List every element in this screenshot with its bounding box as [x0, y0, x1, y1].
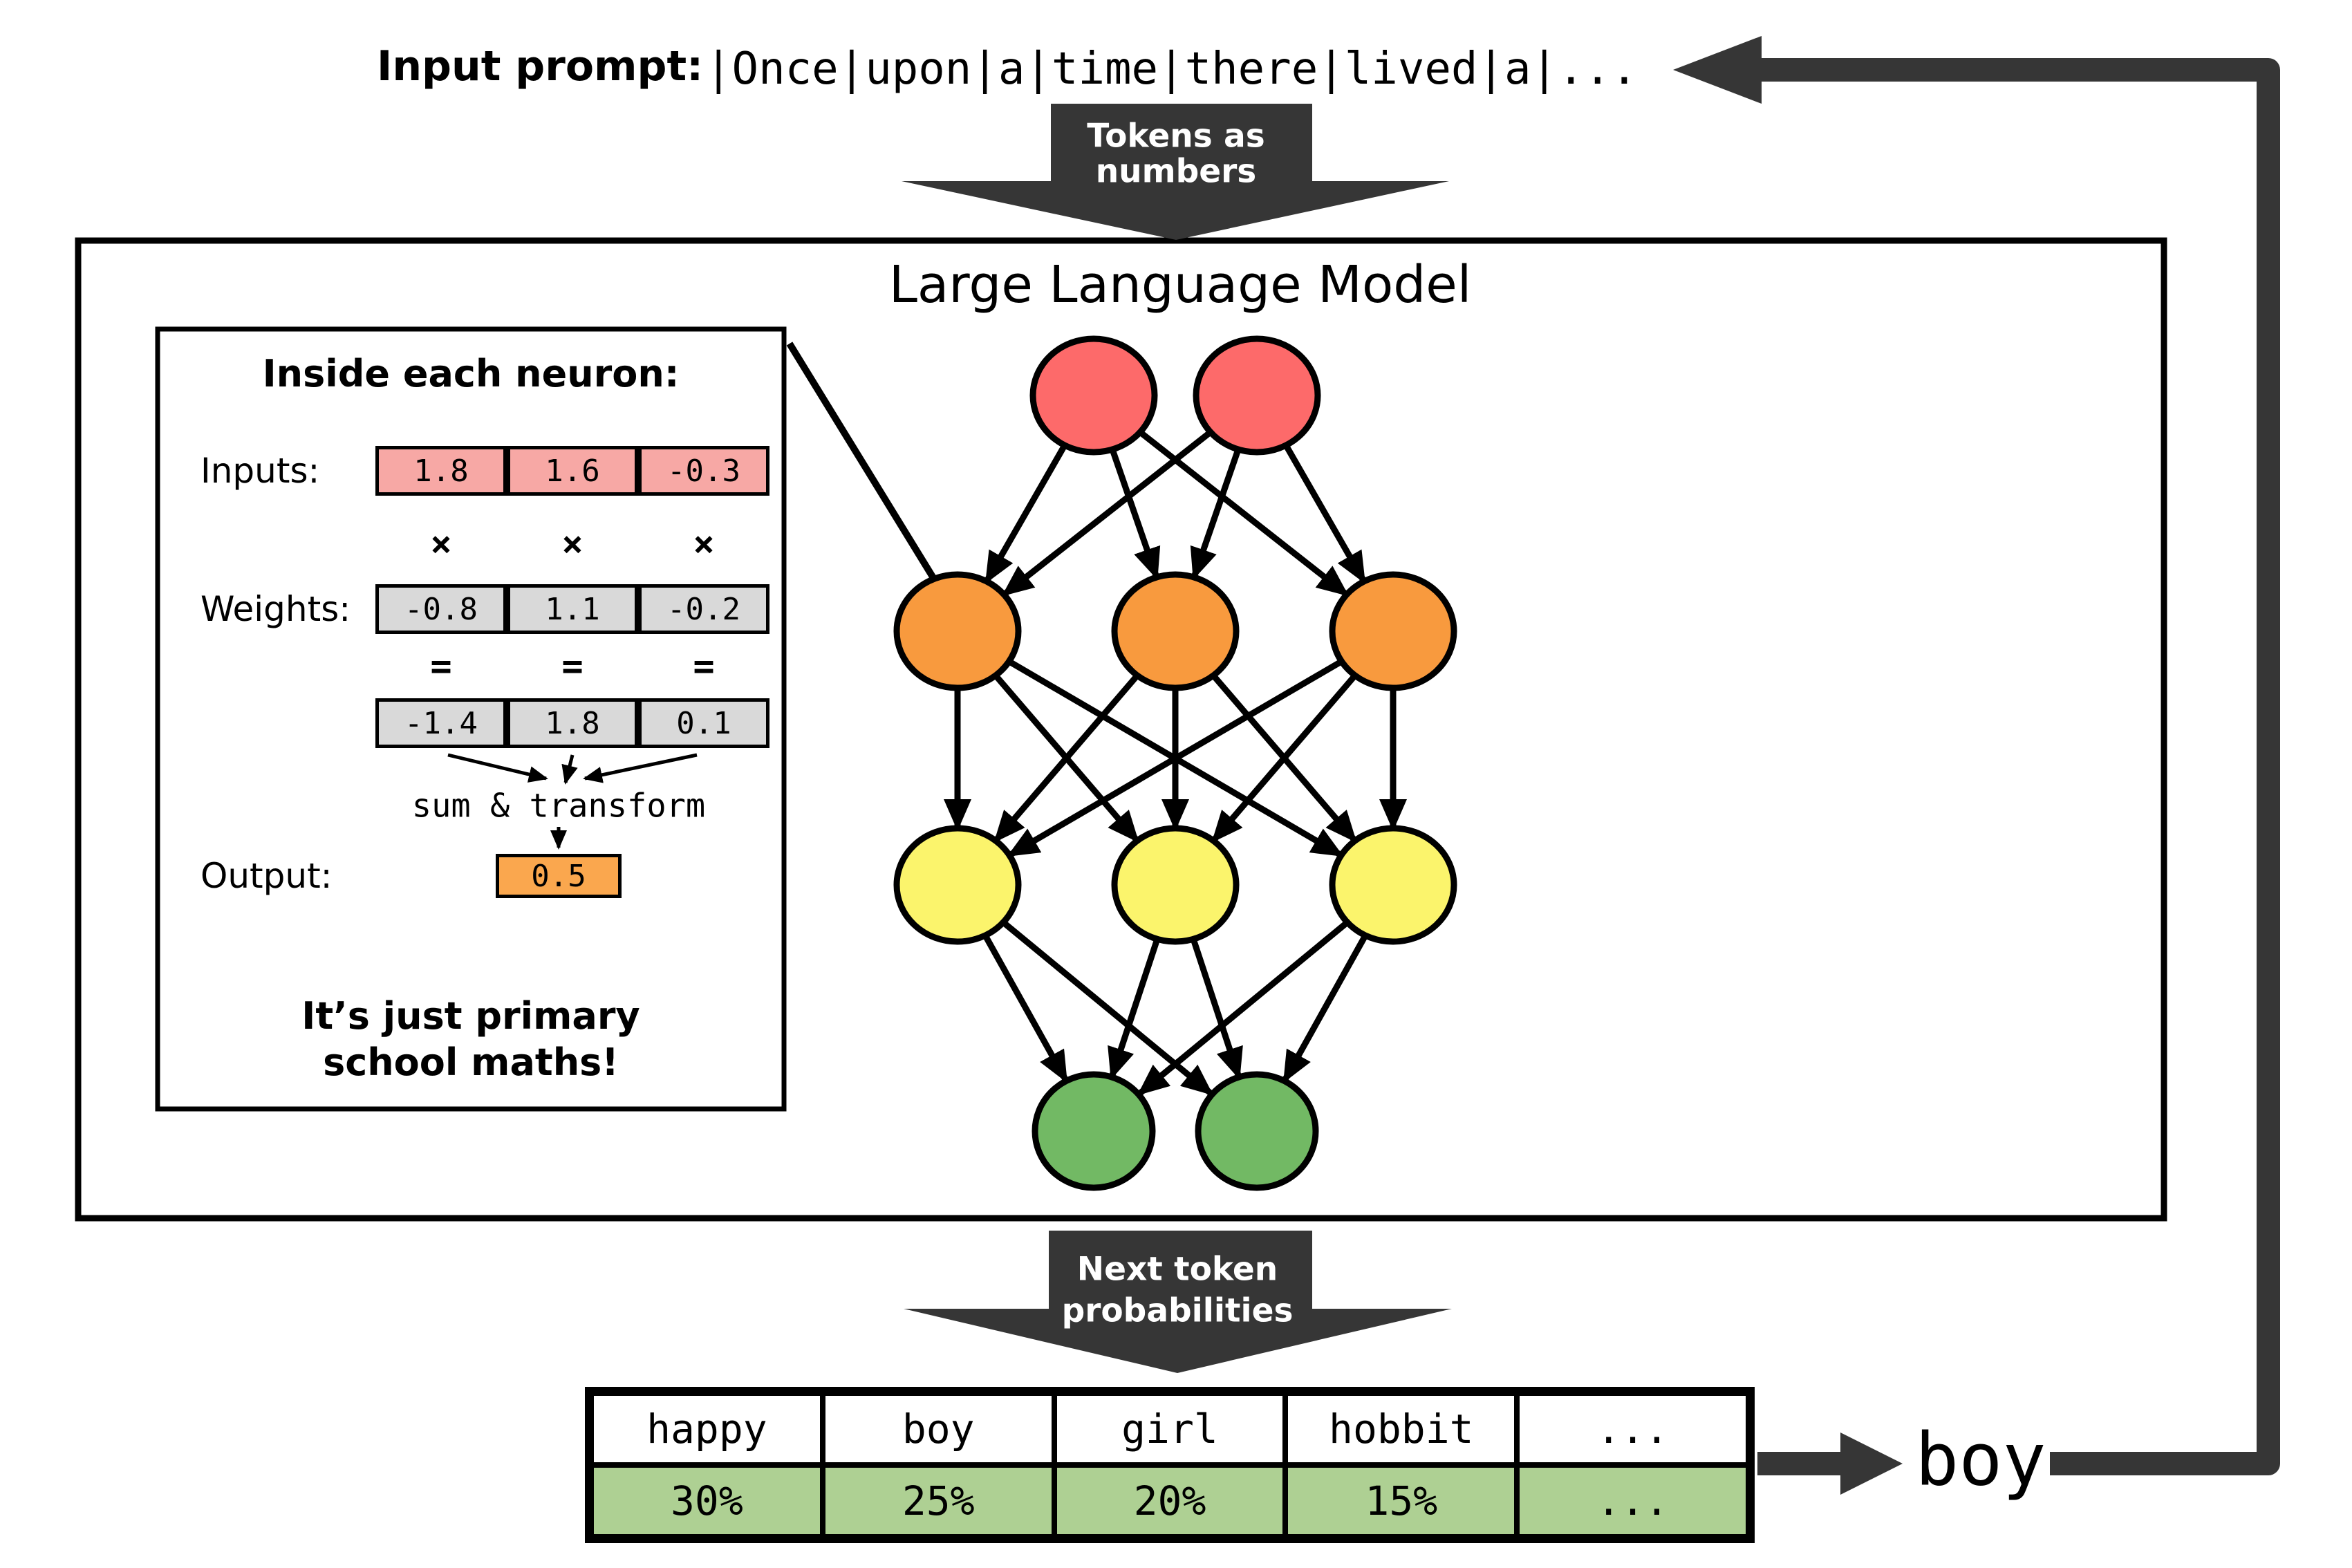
edge: [1282, 933, 1368, 1083]
prob-table-token-cell-1: happy: [591, 1393, 823, 1465]
edge: [1190, 937, 1243, 1080]
edges-hidden1-to-hidden2: [944, 659, 1407, 858]
input-prompt-tokens: |Once|upon|a|time|there|lived|a|...: [705, 44, 1638, 95]
next-token-probabilities-arrow: [904, 1231, 1452, 1373]
product-arrow-2: [561, 754, 578, 785]
tokens-as-numbers-arrow: [902, 104, 1449, 240]
predicted-token-arrowhead-icon: [1840, 1432, 1903, 1495]
hidden2-neuron-2: [1111, 825, 1240, 945]
product-arrow-3: [583, 753, 698, 783]
prob-table-prob-cell-5: ...: [1517, 1465, 1748, 1537]
llm-layer-output: [1032, 1071, 1319, 1191]
weight-value-cell-1: -0.8: [375, 584, 507, 634]
inset-footer-line1: It’s just primary: [301, 994, 640, 1038]
predicted-token: boy: [1915, 1417, 2046, 1502]
prob-table-token-cell-3: girl: [1054, 1393, 1286, 1465]
edges-hidden2-to-output: [982, 920, 1368, 1096]
llm-layer-input: [1029, 335, 1321, 456]
prob-table-prob-cell-1: 30%: [591, 1465, 823, 1537]
edge: [1109, 448, 1161, 580]
feedback-loop-path: [1760, 58, 2280, 1475]
inset-sum-arrows: [447, 753, 698, 850]
input-neuron-1: [1029, 335, 1158, 456]
probability-table: happy boy girl hobbit ... 30% 25% 20% 15…: [585, 1387, 1755, 1543]
sum-transform-label: sum & transform: [411, 787, 706, 825]
multiply-symbol-3: ×: [693, 523, 715, 565]
hidden1-neuron-1: [893, 571, 1022, 691]
weight-value-cell-3: -0.2: [638, 584, 769, 634]
edge: [1211, 673, 1358, 843]
hidden1-neuron-3: [1329, 571, 1457, 691]
prob-table-token-cell-5: ...: [1517, 1393, 1748, 1465]
input-value-cell-2: 1.6: [507, 446, 638, 496]
edge: [1283, 443, 1367, 584]
edge: [982, 933, 1069, 1083]
edge: [1007, 659, 1343, 858]
llm-layer-hidden1: [893, 571, 1457, 691]
multiply-symbol-1: ×: [430, 523, 452, 565]
prob-table-prob-cell-2: 25%: [822, 1465, 1054, 1537]
hidden2-neuron-3: [1329, 825, 1457, 945]
equals-symbol-3: =: [693, 646, 715, 687]
input-prompt-label: Input prompt:: [377, 42, 704, 91]
product-value-cell-3: 0.1: [638, 698, 769, 748]
output-value-cell: 0.5: [496, 854, 622, 898]
product-value-cell-1: -1.4: [375, 698, 507, 748]
output-neuron-2: [1195, 1071, 1319, 1191]
hidden1-neuron-2: [1111, 571, 1240, 691]
inset-title: Inside each neuron:: [262, 352, 680, 395]
next-token-label-line1: Next token: [1076, 1250, 1278, 1289]
weights-label: Weights:: [200, 589, 351, 629]
product-value-cell-2: 1.8: [507, 698, 638, 748]
edge: [984, 443, 1067, 584]
prob-table-prob-cell-4: 15%: [1285, 1465, 1518, 1537]
llm-title: Large Language Model: [888, 255, 1472, 315]
edge: [1137, 920, 1350, 1096]
input-neuron-2: [1193, 335, 1321, 456]
tokens-as-numbers-label-line1: Tokens as: [1087, 117, 1265, 156]
output-neuron-1: [1032, 1071, 1156, 1191]
equals-symbol-1: =: [430, 646, 452, 687]
inputs-label: Inputs:: [200, 451, 320, 491]
input-value-cell-3: -0.3: [638, 446, 769, 496]
equals-symbol-2: =: [561, 646, 584, 687]
product-arrow-1: [447, 753, 548, 783]
inset-footer-line2: school maths!: [323, 1040, 619, 1084]
feedback-arrowhead-icon: [1673, 36, 1762, 104]
prob-table-token-cell-2: boy: [822, 1393, 1054, 1465]
edges-input-to-hidden1: [984, 429, 1367, 597]
prob-table-token-cell-4: hobbit: [1285, 1393, 1518, 1465]
next-token-label-line2: probabilities: [1061, 1291, 1294, 1330]
prob-table-prob-cell-3: 20%: [1054, 1465, 1286, 1537]
output-label: Output:: [200, 856, 333, 896]
edge: [993, 673, 1140, 843]
edge: [1190, 448, 1242, 580]
edge: [1001, 429, 1213, 597]
multiply-symbol-2: ×: [561, 523, 584, 565]
llm-layer-hidden2: [893, 825, 1457, 945]
tokens-as-numbers-label-line2: numbers: [1095, 152, 1257, 191]
weight-value-cell-2: 1.1: [507, 584, 638, 634]
edge: [1108, 937, 1161, 1080]
hidden2-neuron-1: [893, 825, 1022, 945]
input-value-cell-1: 1.8: [375, 446, 507, 496]
